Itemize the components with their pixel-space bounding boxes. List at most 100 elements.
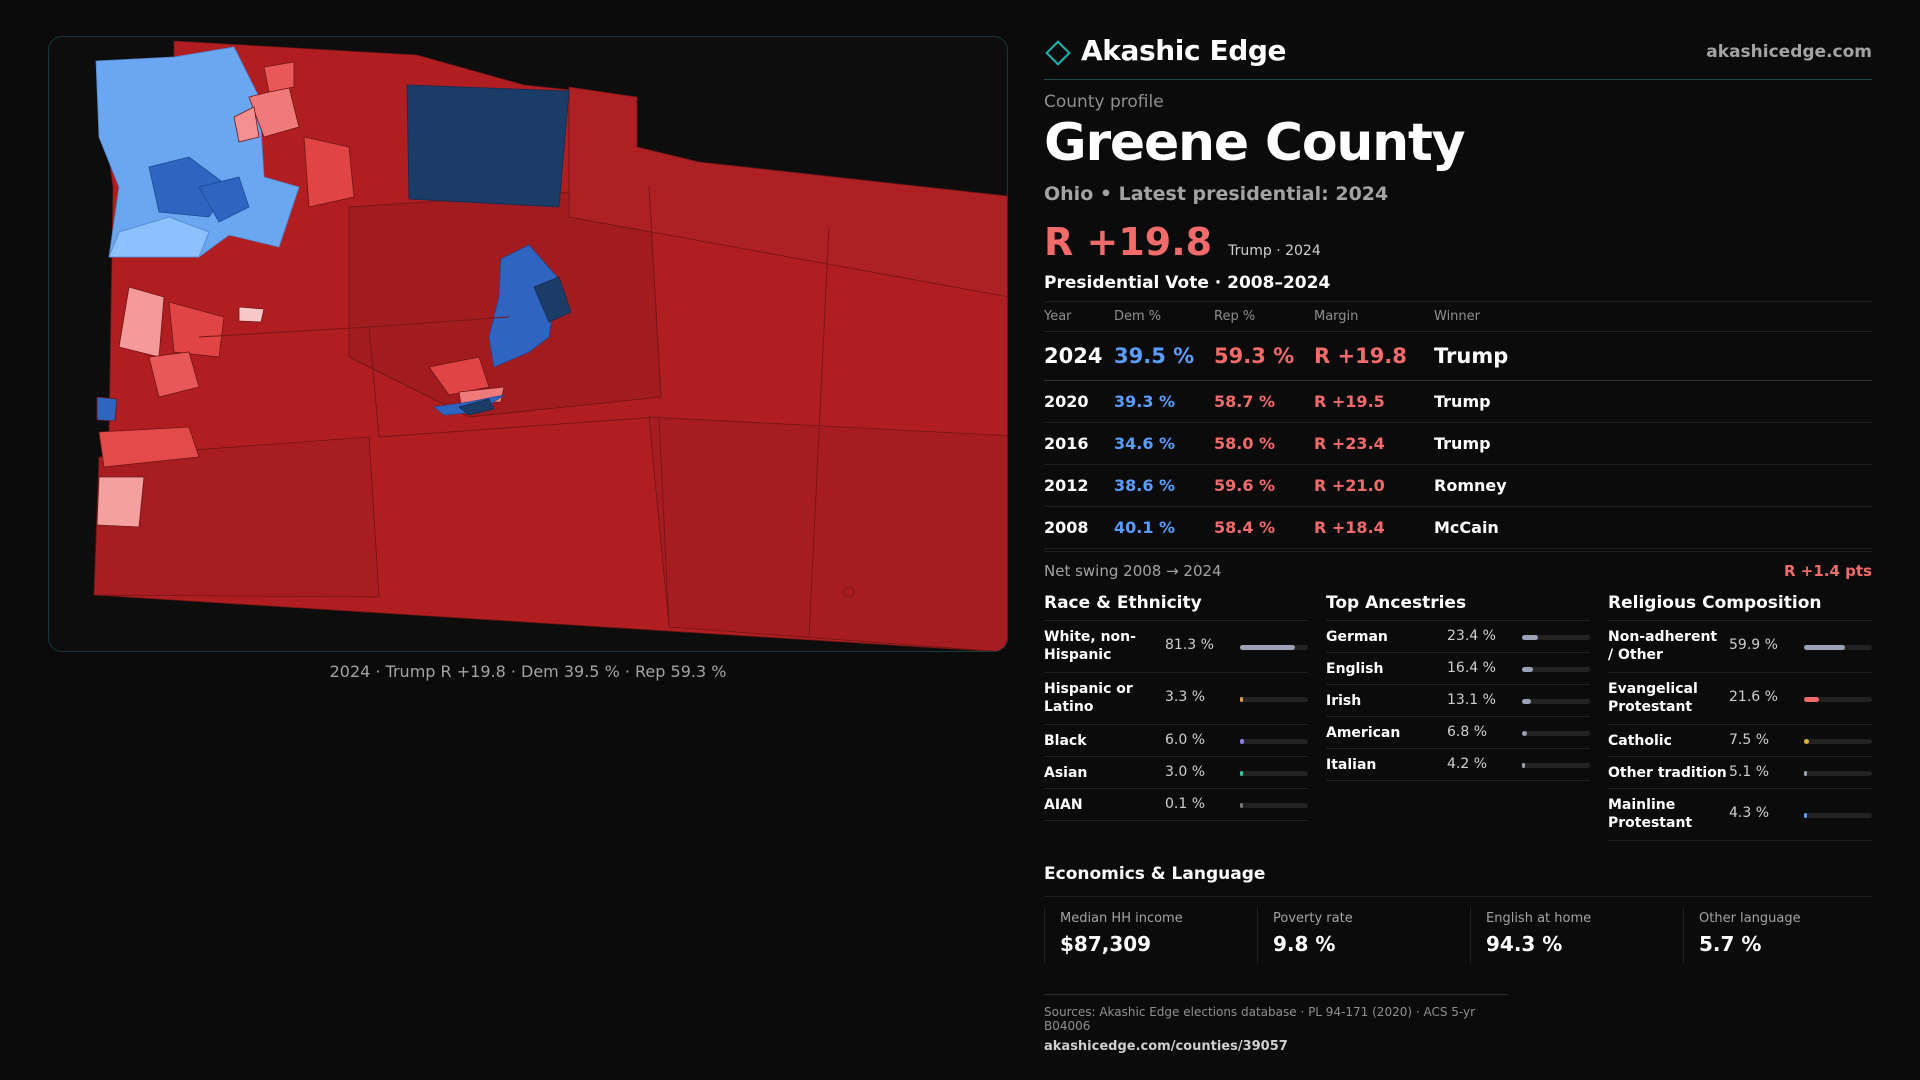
vote-history-table: Year Dem % Rep % Margin Winner 2024 39.5… <box>1044 300 1872 549</box>
list-item: German 23.4 % <box>1326 621 1590 653</box>
item-value: 6.8 % <box>1447 723 1488 740</box>
bar-track <box>1240 770 1308 776</box>
item-value: 21.6 % <box>1729 688 1778 705</box>
item-label: Irish <box>1326 692 1362 709</box>
item-value: 3.3 % <box>1165 688 1206 705</box>
bar-track <box>1804 770 1872 776</box>
item-value: 7.5 % <box>1729 731 1770 748</box>
headline-margin-row: R +19.8 Trump · 2024 <box>1044 215 1872 261</box>
brand-header: Akashic Edge akashicedge.com <box>1044 30 1872 80</box>
cell-dem: 34.6 % <box>1114 422 1214 465</box>
net-swing-row: Net swing 2008 → 2024 R +1.4 pts <box>1044 550 1872 585</box>
stat-poverty-rate: Poverty rate 9.8 % <box>1257 907 1447 963</box>
bar-track <box>1240 696 1308 702</box>
demographics-section: Race & Ethnicity White, non-Hispanic 81.… <box>1044 589 1872 849</box>
table-row: 2016 34.6 % 58.0 % R +23.4 Trump <box>1044 422 1872 465</box>
bar-fill <box>1240 696 1243 702</box>
cell-rep: 58.7 % <box>1214 380 1314 423</box>
stat-value: 94.3 % <box>1486 932 1563 956</box>
cell-margin: R +18.4 <box>1314 506 1434 549</box>
stat-median-income: Median HH income $87,309 <box>1044 907 1234 963</box>
vote-history-title: Presidential Vote · 2008–2024 <box>1044 272 1331 293</box>
cell-year: 2016 <box>1044 422 1114 465</box>
cell-dem: 40.1 % <box>1114 506 1214 549</box>
cell-winner: McCain <box>1434 506 1872 549</box>
col-margin: Margin <box>1314 301 1434 332</box>
bar-fill <box>1804 696 1819 702</box>
cell-margin: R +23.4 <box>1314 422 1434 465</box>
bar-fill <box>1522 762 1525 768</box>
cell-dem: 39.5 % <box>1114 331 1214 381</box>
list-item: Black 6.0 % <box>1044 725 1308 757</box>
list-item: American 6.8 % <box>1326 717 1590 749</box>
item-label: Evangelical Protestant <box>1608 680 1698 715</box>
item-label: Catholic <box>1608 732 1672 749</box>
map-caption: 2024 · Trump R +19.8 · Dem 39.5 % · Rep … <box>329 662 727 681</box>
stat-other-language: Other language 5.7 % <box>1683 907 1873 963</box>
cell-year: 2008 <box>1044 506 1114 549</box>
list-item: Catholic 7.5 % <box>1608 725 1872 757</box>
item-value: 23.4 % <box>1447 627 1496 644</box>
list-item: Non-adherent / Other 59.9 % <box>1608 621 1872 673</box>
bar-fill <box>1522 666 1534 672</box>
col-dem: Dem % <box>1114 301 1214 332</box>
ancestries-title: Top Ancestries <box>1326 589 1590 621</box>
list-item: Other tradition 5.1 % <box>1608 757 1872 789</box>
religion-column: Religious Composition Non-adherent / Oth… <box>1608 589 1872 841</box>
bar-track <box>1804 644 1872 650</box>
item-value: 6.0 % <box>1165 731 1206 748</box>
item-value: 5.1 % <box>1729 763 1770 780</box>
item-label: Other tradition <box>1608 764 1727 781</box>
list-item: Hispanic or Latino 3.3 % <box>1044 673 1308 725</box>
cell-dem: 39.3 % <box>1114 380 1214 423</box>
cell-year: 2020 <box>1044 380 1114 423</box>
item-value: 59.9 % <box>1729 636 1778 653</box>
item-value: 13.1 % <box>1447 691 1496 708</box>
brand-url-link[interactable]: akashicedge.com <box>1706 42 1872 62</box>
cell-rep: 58.4 % <box>1214 506 1314 549</box>
item-label: Italian <box>1326 756 1377 773</box>
county-permalink[interactable]: akashicedge.com/counties/39057 <box>1044 1039 1288 1054</box>
bar-track <box>1522 762 1590 768</box>
bar-fill <box>1522 730 1527 736</box>
bar-track <box>1522 666 1590 672</box>
economics-stats: Median HH income $87,309 Poverty rate 9.… <box>1044 896 1872 968</box>
list-item: Italian 4.2 % <box>1326 749 1590 781</box>
bar-track <box>1240 802 1308 808</box>
list-item: Evangelical Protestant 21.6 % <box>1608 673 1872 725</box>
item-label: Hispanic or Latino <box>1044 680 1133 715</box>
stat-english-at-home: English at home 94.3 % <box>1470 907 1660 963</box>
table-row: 2024 39.5 % 59.3 % R +19.8 Trump <box>1044 331 1872 381</box>
list-item: Asian 3.0 % <box>1044 757 1308 789</box>
cell-margin: R +21.0 <box>1314 464 1434 507</box>
page-title: Greene County <box>1044 113 1466 173</box>
page-subtitle: Ohio • Latest presidential: 2024 <box>1044 182 1389 205</box>
race-ethnicity-column: Race & Ethnicity White, non-Hispanic 81.… <box>1044 589 1308 821</box>
col-rep: Rep % <box>1214 301 1314 332</box>
list-item: Irish 13.1 % <box>1326 685 1590 717</box>
bar-fill <box>1240 770 1243 776</box>
item-label: English <box>1326 660 1384 677</box>
ancestries-column: Top Ancestries German 23.4 % English 16.… <box>1326 589 1590 781</box>
cell-rep: 58.0 % <box>1214 422 1314 465</box>
county-map[interactable] <box>48 36 1008 652</box>
precinct-map[interactable] <box>49 37 1008 652</box>
stat-value: 5.7 % <box>1699 932 1762 956</box>
list-item: Mainline Protestant 4.3 % <box>1608 789 1872 841</box>
bar-track <box>1804 812 1872 818</box>
table-row: 2012 38.6 % 59.6 % R +21.0 Romney <box>1044 464 1872 507</box>
precinct-dark-blue-ne <box>406 84 570 208</box>
bar-fill <box>1804 770 1808 776</box>
bar-fill <box>1804 644 1845 650</box>
item-value: 4.3 % <box>1729 804 1770 821</box>
stat-label: Median HH income <box>1060 911 1183 926</box>
list-item: White, non-Hispanic 81.3 % <box>1044 621 1308 673</box>
item-value: 3.0 % <box>1165 763 1206 780</box>
list-item: AIAN 0.1 % <box>1044 789 1308 821</box>
bar-track <box>1804 696 1872 702</box>
cell-year: 2012 <box>1044 464 1114 507</box>
bar-track <box>1522 698 1590 704</box>
bar-fill <box>1804 812 1807 818</box>
cell-winner: Romney <box>1434 464 1872 507</box>
bar-fill <box>1804 738 1810 744</box>
